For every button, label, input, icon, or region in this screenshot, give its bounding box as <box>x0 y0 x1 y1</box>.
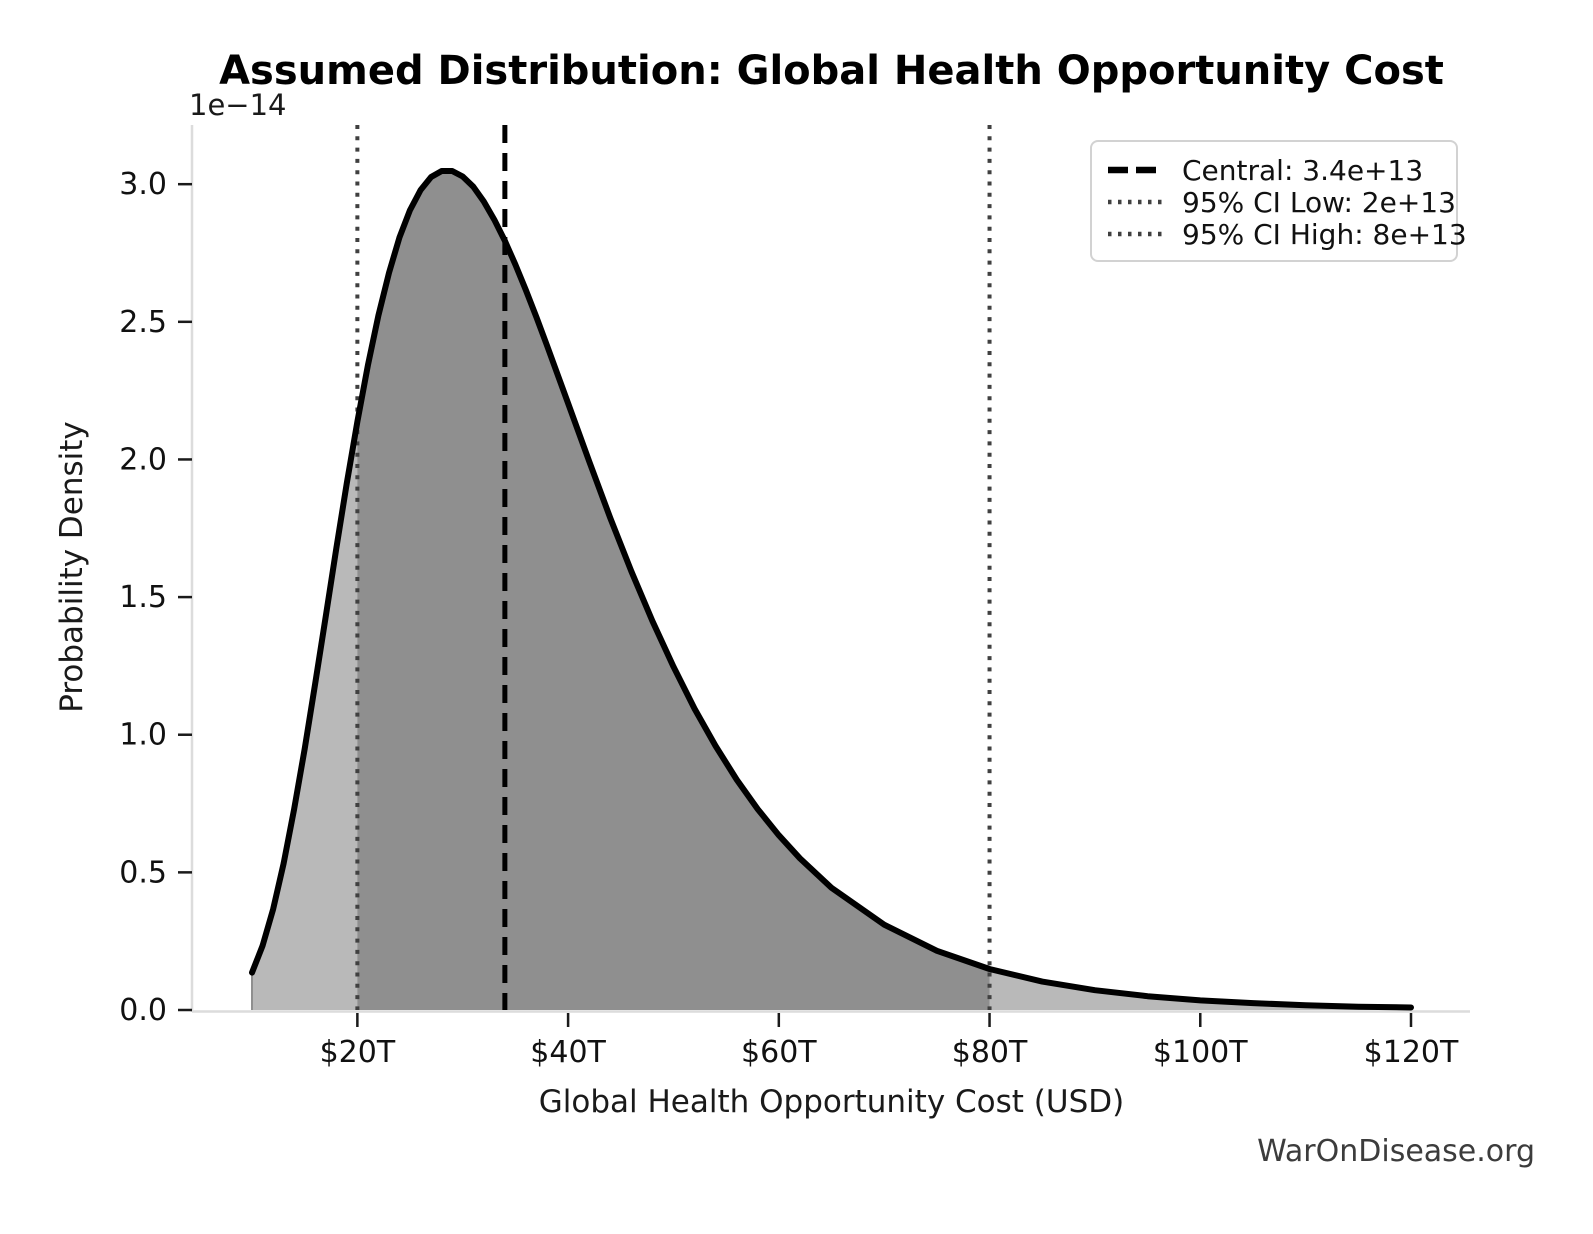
x-axis-label: Global Health Opportunity Cost (USD) <box>538 1084 1125 1120</box>
x-tick-label: $20T <box>320 1035 396 1070</box>
y-tick-label: 0.5 <box>119 855 167 890</box>
legend-item-label: 95% CI High: 8e+13 <box>1182 217 1467 251</box>
y-tick-label: 0.0 <box>119 993 167 1028</box>
dashed-line-icon <box>1108 166 1162 174</box>
legend-item-ci-high: 95% CI High: 8e+13 <box>1108 218 1467 251</box>
x-tick-label: $60T <box>741 1035 817 1070</box>
y-axis-label: Probability Density <box>54 421 90 713</box>
pdf-fill-ci <box>357 171 990 1010</box>
y-tick-label: 2.5 <box>119 305 167 340</box>
y-tick-label: 1.5 <box>119 580 167 615</box>
dotted-line-icon <box>1108 231 1162 237</box>
pdf-curve <box>249 168 1414 1011</box>
legend: Central: 3.4e+13 95% CI Low: 2e+13 95% C… <box>1090 140 1467 262</box>
y-axis-offset-label: 1e−14 <box>189 88 287 122</box>
y-tick-label: 1.0 <box>119 718 167 753</box>
y-tick-label: 3.0 <box>119 167 167 202</box>
legend-item-ci-low: 95% CI Low: 2e+13 <box>1108 186 1456 219</box>
legend-item-central: Central: 3.4e+13 <box>1108 153 1440 187</box>
x-tick-label: $40T <box>530 1035 606 1070</box>
y-tick-label: 2.0 <box>119 442 167 477</box>
dotted-line-icon <box>1108 199 1162 205</box>
legend-item-label: 95% CI Low: 2e+13 <box>1182 185 1456 219</box>
legend-item-label: Central: 3.4e+13 <box>1182 153 1424 187</box>
chart-title: Assumed Distribution: Global Health Oppo… <box>219 48 1444 94</box>
x-tick-label: $120T <box>1364 1035 1459 1070</box>
watermark: WarOnDisease.org <box>1257 1134 1535 1169</box>
x-tick-label: $100T <box>1153 1035 1248 1070</box>
x-tick-label: $80T <box>952 1035 1028 1070</box>
